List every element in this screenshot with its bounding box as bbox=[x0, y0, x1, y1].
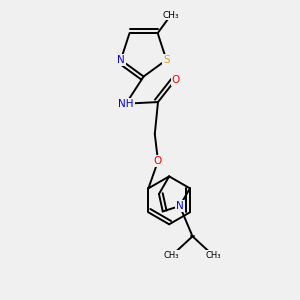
Text: CH₃: CH₃ bbox=[206, 251, 221, 260]
Text: CH₃: CH₃ bbox=[164, 251, 179, 260]
Text: N: N bbox=[117, 55, 125, 65]
Text: S: S bbox=[163, 55, 170, 65]
Text: O: O bbox=[154, 156, 162, 166]
Text: N: N bbox=[176, 201, 184, 211]
Text: NH: NH bbox=[118, 99, 134, 109]
Text: O: O bbox=[171, 75, 180, 85]
Text: CH₃: CH₃ bbox=[163, 11, 179, 20]
